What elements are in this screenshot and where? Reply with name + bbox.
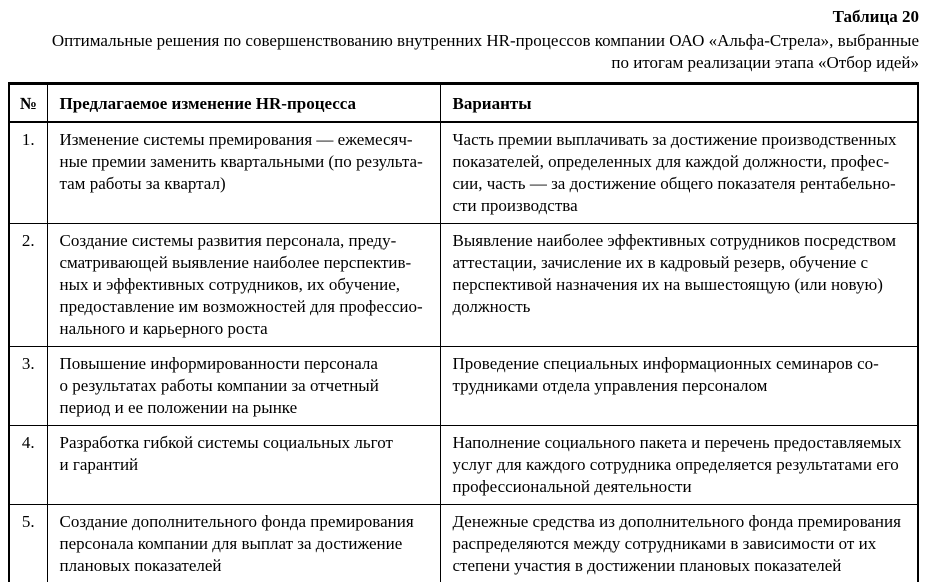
column-header-variants: Варианты bbox=[439, 83, 919, 123]
table-row: 3. Повышение информированности персонала… bbox=[8, 346, 919, 426]
table-heading-block: Таблица 20 Оптимальные решения по соверш… bbox=[0, 0, 927, 74]
column-header-number: № bbox=[8, 83, 48, 123]
column-header-change: Предлагаемое изменение HR-процесса bbox=[46, 83, 441, 123]
cell-change: Создание системы развития персонала, пре… bbox=[46, 223, 441, 347]
table-caption: Оптимальные решения по совершенствованию… bbox=[51, 31, 919, 72]
table-row: 2. Создание системы развития персонала, … bbox=[8, 223, 919, 347]
hr-decisions-table: № Предлагаемое изменение HR-процесса Вар… bbox=[8, 82, 919, 582]
table-header-row: № Предлагаемое изменение HR-процесса Вар… bbox=[8, 83, 919, 123]
cell-change: Разработка гибкой системы социальных льг… bbox=[46, 425, 441, 505]
cell-variants: Наполнение социального пакета и перечень… bbox=[439, 425, 919, 505]
row-number: 2. bbox=[8, 223, 48, 347]
cell-variants: Часть премии выплачивать за достижение п… bbox=[439, 121, 919, 224]
row-number: 5. bbox=[8, 504, 48, 582]
cell-variants: Денежные средства из дополнительного фон… bbox=[439, 504, 919, 582]
table-row: 4. Разработка гибкой системы социальных … bbox=[8, 425, 919, 505]
table-row: 1. Изменение системы премирования — ежем… bbox=[8, 121, 919, 224]
cell-variants: Проведение специальных информационных се… bbox=[439, 346, 919, 426]
cell-change: Изменение системы премирования — ежемеся… bbox=[46, 121, 441, 224]
table-label: Таблица 20 bbox=[832, 7, 919, 26]
row-number: 1. bbox=[8, 121, 48, 224]
row-number: 3. bbox=[8, 346, 48, 426]
cell-variants: Выявление наиболее эффективных сотрудник… bbox=[439, 223, 919, 347]
row-number: 4. bbox=[8, 425, 48, 505]
cell-change: Создание дополнительного фонда премирова… bbox=[46, 504, 441, 582]
table-row: 5. Создание дополнительного фонда премир… bbox=[8, 504, 919, 582]
cell-change: Повышение информированности персонала о … bbox=[46, 346, 441, 426]
